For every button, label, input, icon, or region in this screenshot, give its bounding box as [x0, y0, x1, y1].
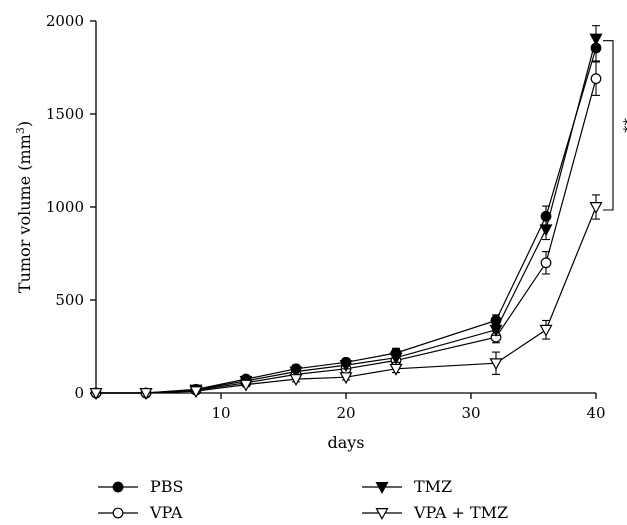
legend-marker-pbs — [112, 481, 124, 493]
y-axis-title-close: ) — [15, 121, 34, 127]
y-ticks: 0 500 1000 1500 2000 — [46, 12, 96, 402]
data-point-vpa-tmz — [289, 374, 303, 387]
x-tick-label: 40 — [586, 404, 605, 422]
data-point-vpa-tmz — [389, 363, 403, 376]
series-line-pbs — [96, 47, 597, 394]
x-axis-title: days — [327, 433, 364, 452]
data-point-vpa-tmz — [539, 324, 553, 337]
x-ticks: 10 20 30 40 — [211, 393, 606, 422]
legend-label-pbs: PBS — [150, 477, 183, 496]
legend-marker-vpa — [112, 507, 124, 519]
significance-label: ** — [615, 118, 627, 133]
legend-marker-tmz — [375, 482, 389, 495]
legend-item-vpa: VPA — [98, 503, 183, 522]
y-axis-title-superscript: 3 — [14, 127, 27, 134]
y-tick-label: 1000 — [46, 198, 84, 216]
data-point-vpa-tmz — [589, 202, 603, 215]
series-vpa — [90, 61, 602, 399]
legend-label-vpa: VPA — [149, 503, 183, 522]
data-point-vpa — [590, 73, 602, 85]
significance-bracket: ** — [603, 40, 627, 211]
legend-item-vpa-tmz: VPA + TMZ — [362, 503, 508, 522]
data-point-vpa — [540, 257, 552, 269]
data-point-tmz — [539, 224, 553, 237]
data-point-tmz — [589, 33, 603, 46]
axes: 0 500 1000 1500 2000 10 20 30 40 — [46, 12, 606, 422]
data-point-vpa-tmz — [339, 372, 353, 385]
data-point-vpa-tmz — [189, 386, 203, 399]
data-point-tmz — [489, 324, 503, 337]
x-tick-label: 10 — [211, 404, 230, 422]
x-tick-label: 30 — [461, 404, 480, 422]
data-point-tmz — [289, 366, 303, 379]
series-pbs — [90, 34, 602, 399]
x-tick-label: 20 — [336, 404, 355, 422]
legend: PBS VPA TMZ VPA + TMZ — [98, 477, 508, 522]
y-tick-label: 2000 — [46, 12, 84, 30]
data-point-vpa-tmz — [489, 358, 503, 371]
legend-marker-vpa-tmz — [375, 508, 389, 521]
data-point-vpa-tmz — [139, 388, 153, 401]
y-tick-label: 0 — [74, 384, 84, 402]
data-point-vpa-tmz — [239, 379, 253, 392]
legend-item-pbs: PBS — [98, 477, 183, 496]
series-line-vpa-tmz — [96, 206, 597, 394]
legend-label-vpa-tmz: VPA + TMZ — [413, 503, 508, 522]
series-layer — [89, 25, 603, 401]
y-axis-title: Tumor volume (mm3) — [14, 121, 34, 293]
significance-bracket-line — [603, 40, 614, 211]
data-point-vpa-tmz — [89, 388, 103, 401]
series-vpa-tmz — [89, 194, 603, 401]
data-point-tmz — [389, 352, 403, 365]
y-tick-label: 500 — [55, 291, 84, 309]
series-tmz — [89, 25, 603, 401]
legend-item-tmz: TMZ — [362, 477, 452, 496]
series-line-tmz — [96, 38, 597, 394]
y-tick-label: 1500 — [46, 105, 84, 123]
legend-label-tmz: TMZ — [414, 477, 452, 496]
data-point-tmz — [339, 360, 353, 373]
